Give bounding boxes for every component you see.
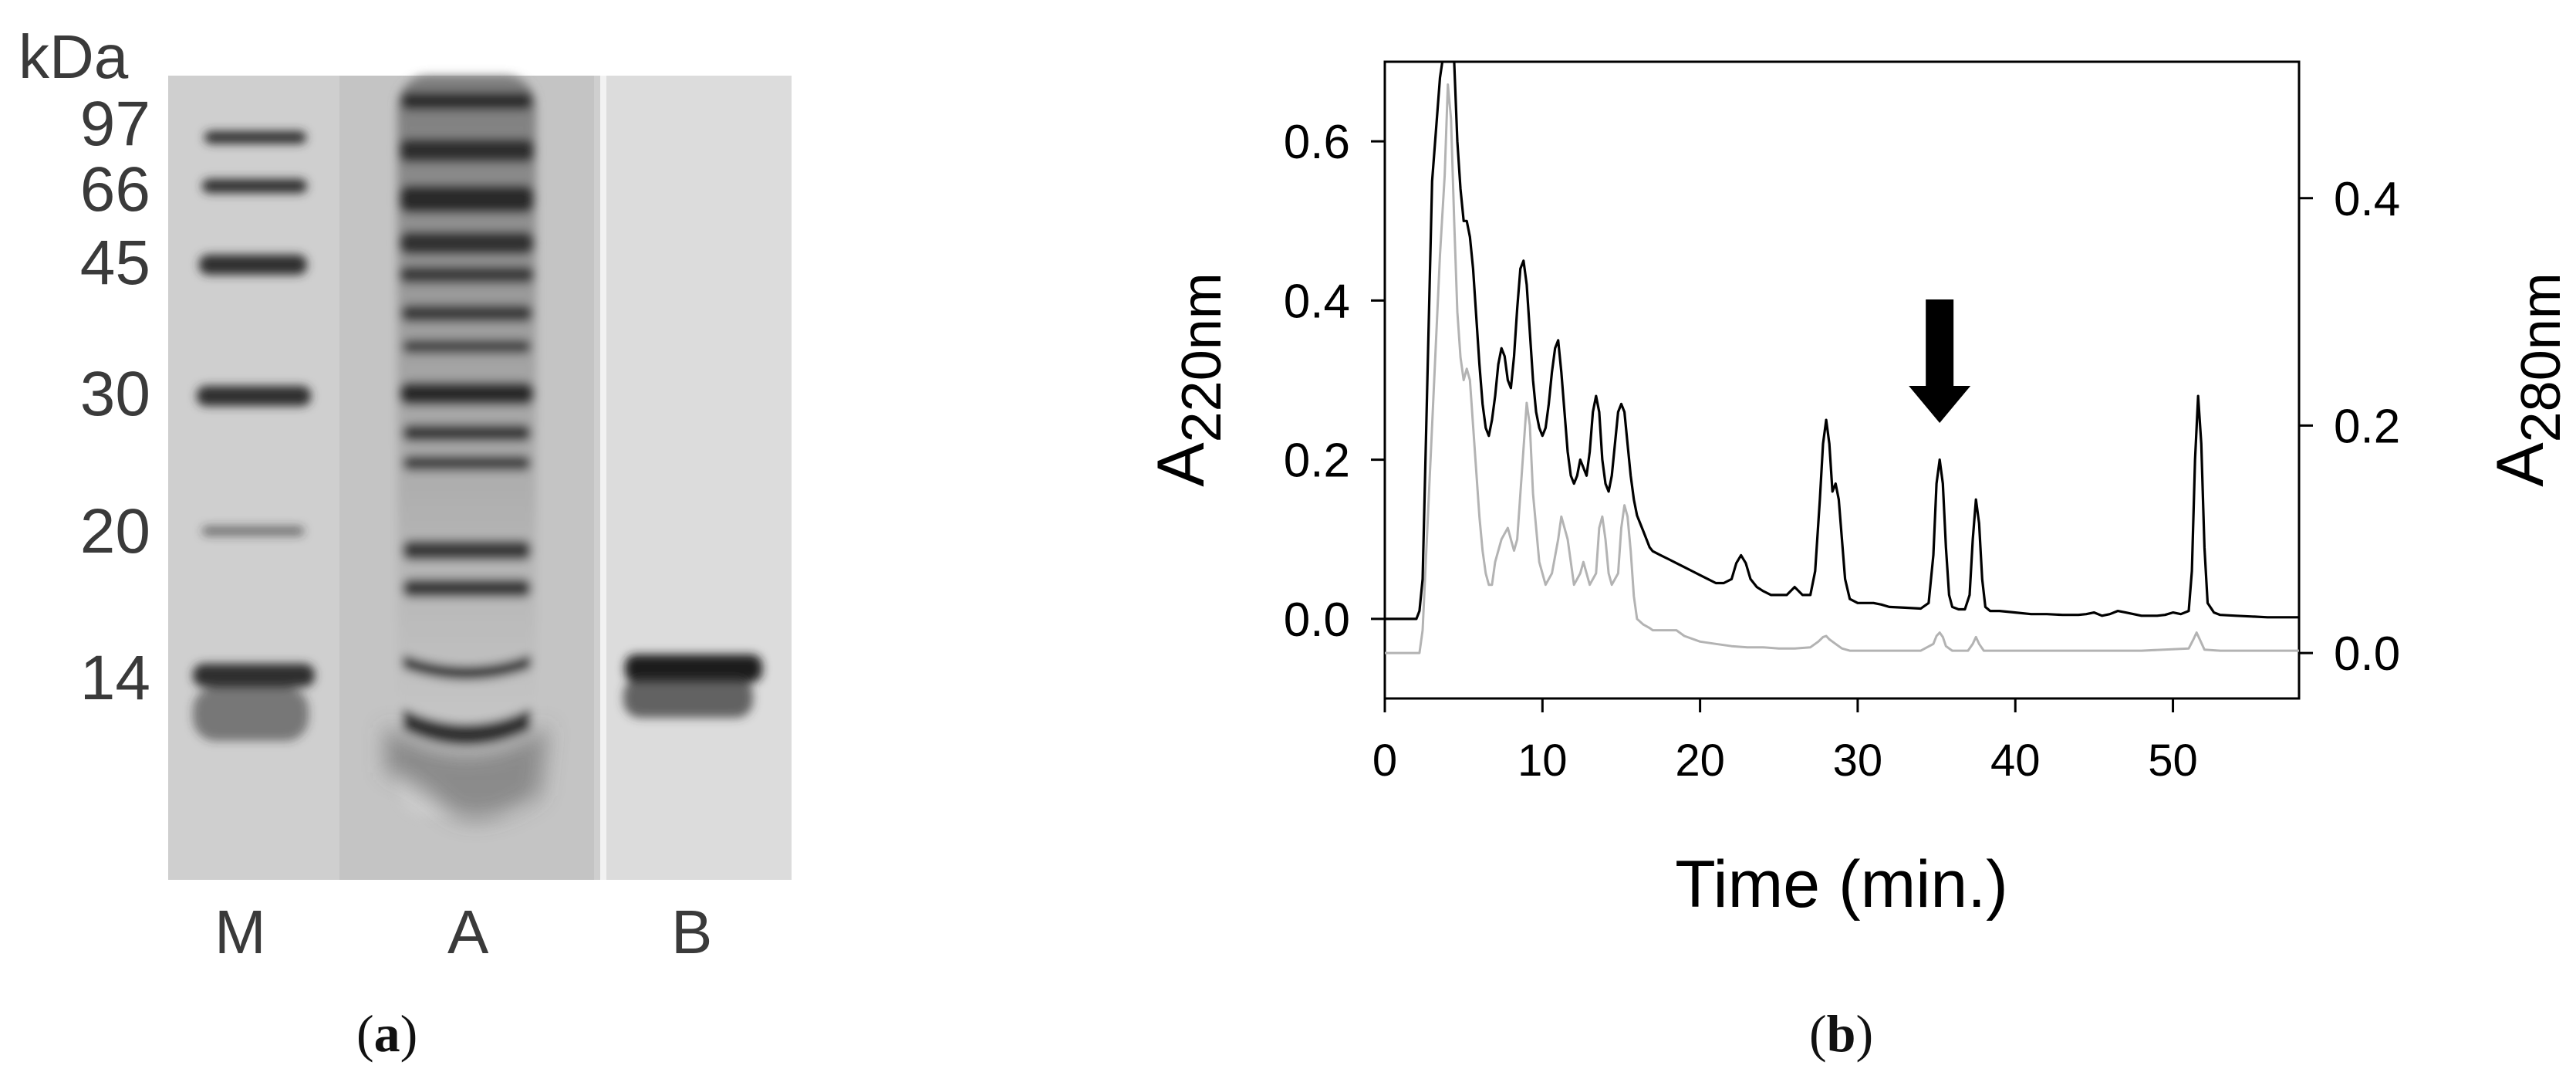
lane-a-band — [401, 93, 532, 110]
lane-a-bottom-smear — [386, 725, 548, 820]
x-tick-label: 50 — [2148, 736, 2198, 786]
x-tick-label: 0 — [1372, 736, 1397, 786]
y-left-tick-label: 0.6 — [1284, 116, 1350, 169]
lane-a-band — [403, 540, 531, 560]
marker-band-66 — [202, 179, 307, 193]
lane-a-smear — [397, 76, 536, 817]
lane-b-smear-14 — [623, 678, 753, 718]
panel-a-caption: (a) — [356, 1004, 418, 1063]
y-right-tick-label: 0.4 — [2334, 173, 2400, 226]
lane-a-band — [400, 382, 534, 405]
marker-label-66: 66 — [79, 154, 150, 225]
marker-label-20: 20 — [79, 496, 150, 566]
y-left-tick-label: 0.0 — [1284, 594, 1350, 647]
x-tick-label: 10 — [1518, 736, 1568, 786]
lane-a-band — [403, 455, 531, 471]
lane-a-band — [403, 709, 531, 746]
marker-label-30: 30 — [79, 359, 150, 429]
lane-a-band — [400, 266, 534, 283]
lane-m-bands — [193, 131, 315, 741]
plot-frame — [1383, 60, 2301, 700]
y-axis-label-left: A220nm — [1144, 272, 1233, 487]
y-left-tick-label: 0.4 — [1284, 275, 1350, 328]
lane-a-band — [401, 305, 532, 322]
marker-label-97: 97 — [79, 89, 150, 159]
x-tick-label: 40 — [1990, 736, 2041, 786]
lane-b-bands — [623, 654, 762, 718]
y-right-tick-label: 0.2 — [2334, 400, 2400, 453]
lane-label-m: M — [214, 898, 266, 966]
marker-band-14 — [193, 664, 315, 687]
panel-a-letter: a — [373, 1004, 400, 1063]
gel-divider — [600, 76, 606, 880]
marker-label-14: 14 — [79, 643, 150, 713]
gel-background-lane-b — [606, 76, 792, 880]
marker-label-45: 45 — [79, 228, 150, 298]
lane-a-band — [403, 654, 531, 680]
lane-a-band — [403, 579, 531, 597]
lane-a-band — [403, 340, 531, 353]
lane-a-band — [400, 232, 534, 255]
panel-b-caption: (b) — [1809, 1004, 1874, 1063]
y-left-tick-label: 0.2 — [1284, 435, 1350, 488]
lane-a-band — [400, 185, 534, 213]
x-axis-label: Time (min.) — [1675, 847, 2008, 922]
marker-band-45 — [199, 255, 307, 275]
lane-b-band-14 — [625, 654, 762, 682]
series-line-220nm — [1385, 62, 2299, 621]
marker-band-97 — [204, 131, 306, 144]
lane-a-band — [400, 139, 534, 162]
series-line-280nm — [1385, 83, 2299, 654]
marker-band-30 — [197, 386, 311, 406]
lane-label-a: A — [447, 898, 489, 966]
x-tick-label: 30 — [1833, 736, 1883, 786]
lane-label-b: B — [671, 898, 713, 966]
kda-unit-label: kDa — [19, 22, 129, 91]
y-right-tick-label: 0.0 — [2334, 627, 2400, 681]
marker-band-20 — [202, 526, 304, 536]
panel-b-letter: b — [1826, 1004, 1856, 1063]
lane-a-band — [403, 424, 531, 441]
x-tick-label: 20 — [1675, 736, 1725, 786]
y-axis-label-right: A280nm — [2483, 272, 2572, 487]
lane-a-bands — [397, 76, 536, 817]
peak-arrow — [1909, 299, 1971, 423]
marker-smear-14 — [193, 687, 309, 741]
